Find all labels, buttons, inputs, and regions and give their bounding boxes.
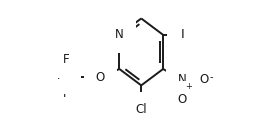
Text: F: F (63, 53, 69, 66)
Text: F: F (63, 87, 69, 100)
Text: I: I (180, 28, 184, 41)
Text: O: O (178, 93, 187, 106)
Text: F: F (57, 69, 64, 82)
Text: Cl: Cl (135, 104, 147, 116)
Text: -: - (209, 72, 213, 82)
Text: N: N (115, 28, 124, 41)
Text: +: + (185, 82, 192, 91)
Text: O: O (199, 73, 209, 86)
Text: N: N (178, 73, 187, 86)
Text: O: O (96, 71, 105, 84)
